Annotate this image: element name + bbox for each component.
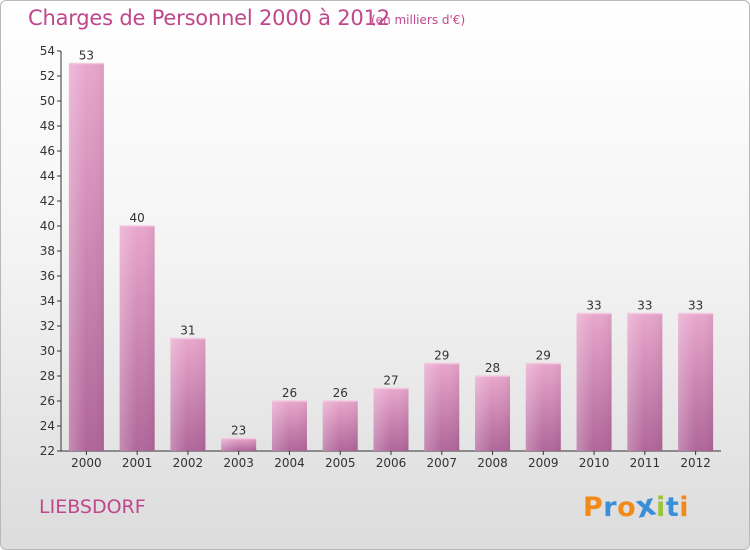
value-label: 23 [231,424,246,438]
y-tick-label: 26 [40,394,55,408]
y-tick-label: 40 [40,219,55,233]
bar-shine [678,313,714,451]
bar-shine [68,63,104,451]
value-label: 33 [586,299,601,313]
proxiti-logo[interactable]: Proxiti [583,487,689,525]
value-label: 40 [130,211,145,225]
x-axis: 2000 2001 2002 2003 2004 2005 2006 2007 2008 2009… [61,450,721,470]
logo-letter: i [679,492,689,523]
x-tick-label: 2012 [680,456,711,470]
commune-name: LIEBSDORF [39,496,146,518]
y-tick-label: 30 [40,344,55,358]
bar-shine [475,376,511,451]
x-tick-label: 2009 [528,456,559,470]
x-tick-label: 2010 [579,456,610,470]
bar-shine [373,388,409,451]
y-tick-label: 28 [40,369,55,383]
y-tick-label: 32 [40,319,55,333]
bar-shine [221,438,257,451]
bar-shine [322,401,358,451]
logo-letter: i [656,492,666,523]
value-label: 31 [180,324,195,338]
y-tick-label: 54 [40,44,55,58]
y-tick-label: 46 [40,144,55,158]
x-tick-label: 2004 [274,456,305,470]
bar-shine [424,363,460,451]
logo-letter: r [603,492,618,523]
value-label: 33 [637,299,652,313]
logo-letter: P [583,492,604,523]
bar-shine [627,313,663,451]
value-label: 33 [688,299,703,313]
y-tick-label: 50 [40,94,55,108]
value-label: 53 [79,49,94,63]
logo-letter: t [665,492,680,523]
y-tick-label: 38 [40,244,55,258]
x-tick-label: 2006 [376,456,407,470]
x-tick-label: 2005 [325,456,356,470]
value-label: 26 [282,386,297,400]
x-tick-label: 2011 [630,456,661,470]
y-axis: 22 24 26 28 30 32 34 36 38 40 42 44 46 48 50 52 54 [40,44,62,458]
bar-shine [119,226,155,451]
bar-shine [271,401,307,451]
y-tick-label: 24 [40,419,55,433]
logo-letter: o [617,492,637,523]
x-tick-label: 2001 [122,456,153,470]
x-tick-label: 2003 [223,456,254,470]
y-tick-label: 48 [40,119,55,133]
y-tick-label: 36 [40,269,55,283]
chart-title: Charges de Personnel 2000 à 2012 [28,6,390,30]
x-tick-label: 2000 [71,456,102,470]
value-label: 27 [383,374,398,388]
bars-group: 53 40 31 23 26 26 27 29 28 29 33 33 33 [68,49,714,451]
value-label: 29 [536,349,551,363]
y-tick-label: 52 [40,69,55,83]
x-tick-label: 2007 [426,456,457,470]
x-tick-label: 2008 [477,456,508,470]
y-tick-label: 22 [40,444,55,458]
chart-subtitle: (en milliers d'€) [371,13,466,27]
value-label: 26 [333,386,348,400]
y-tick-label: 44 [40,169,55,183]
bar-shine [170,338,206,451]
y-tick-label: 34 [40,294,55,308]
y-tick-label: 42 [40,194,55,208]
bar-shine [525,363,561,451]
bar-shine [576,313,612,451]
x-tick-label: 2002 [173,456,204,470]
value-label: 28 [485,361,500,375]
value-label: 29 [434,349,449,363]
